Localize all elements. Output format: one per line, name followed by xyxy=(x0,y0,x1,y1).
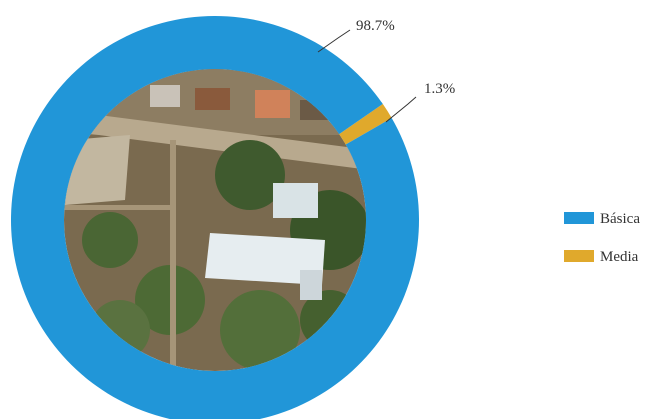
slice-media xyxy=(339,103,392,145)
legend-swatch-media xyxy=(564,250,594,262)
leader-line-basica xyxy=(317,29,351,53)
leader-line-media xyxy=(385,96,417,123)
legend-label-basica: Básica xyxy=(600,211,640,227)
donut-ring xyxy=(11,16,419,419)
data-label-basica: 98.7% xyxy=(356,18,395,34)
legend: Básica Media xyxy=(564,211,640,265)
data-label-media: 1.3% xyxy=(424,81,455,97)
legend-label-media: Media xyxy=(600,249,639,265)
legend-swatch-basica xyxy=(564,212,594,224)
